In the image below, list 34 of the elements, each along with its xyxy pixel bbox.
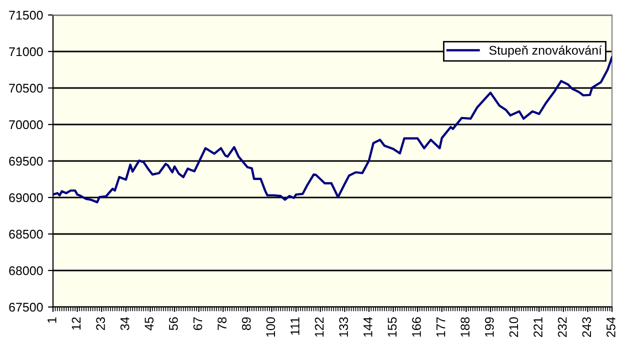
y-tick-label: 71500 bbox=[9, 10, 43, 20]
x-tick-label: 45 bbox=[144, 317, 154, 330]
x-tick-label: 111 bbox=[290, 317, 300, 335]
x-tick-label: 67 bbox=[193, 317, 202, 330]
y-tick-label: 70500 bbox=[9, 84, 43, 93]
y-tick-label: 70000 bbox=[9, 120, 43, 130]
x-tick-label: 232 bbox=[558, 317, 567, 337]
x-tick-label: 34 bbox=[120, 317, 130, 330]
x-tick-label: 23 bbox=[96, 317, 105, 330]
x-tick-label: 243 bbox=[582, 317, 592, 337]
legend-label: Stupeň znovákování bbox=[489, 45, 602, 58]
x-tick-label: 221 bbox=[534, 317, 542, 337]
x-tick-label: 100 bbox=[266, 317, 276, 337]
x-tick-label: 1 bbox=[48, 317, 56, 323]
y-tick-label: 67500 bbox=[9, 302, 43, 312]
x-tick-label: 210 bbox=[509, 317, 518, 337]
x-tick-label: 166 bbox=[412, 317, 421, 337]
x-tick-label: 89 bbox=[242, 317, 251, 330]
x-tick-label: 254 bbox=[606, 317, 616, 337]
x-tick-label: 133 bbox=[339, 317, 348, 337]
x-tick-label: 12 bbox=[72, 317, 81, 330]
x-tick-label: 199 bbox=[484, 317, 494, 337]
x-tick-label: 78 bbox=[218, 317, 226, 330]
y-tick-label: 71000 bbox=[9, 47, 43, 56]
y-tick-label: 69000 bbox=[9, 193, 43, 202]
x-tick-label: 144 bbox=[364, 317, 372, 337]
y-tick-label: 68000 bbox=[9, 266, 43, 276]
x-tick-label: 155 bbox=[388, 317, 397, 337]
x-tick-label: 56 bbox=[169, 317, 178, 330]
x-tick-label: 188 bbox=[460, 317, 470, 337]
y-tick-label: 69500 bbox=[9, 156, 43, 166]
y-tick-label: 68500 bbox=[9, 230, 43, 239]
x-tick-label: 122 bbox=[314, 317, 324, 337]
x-tick-label: 177 bbox=[436, 317, 446, 337]
